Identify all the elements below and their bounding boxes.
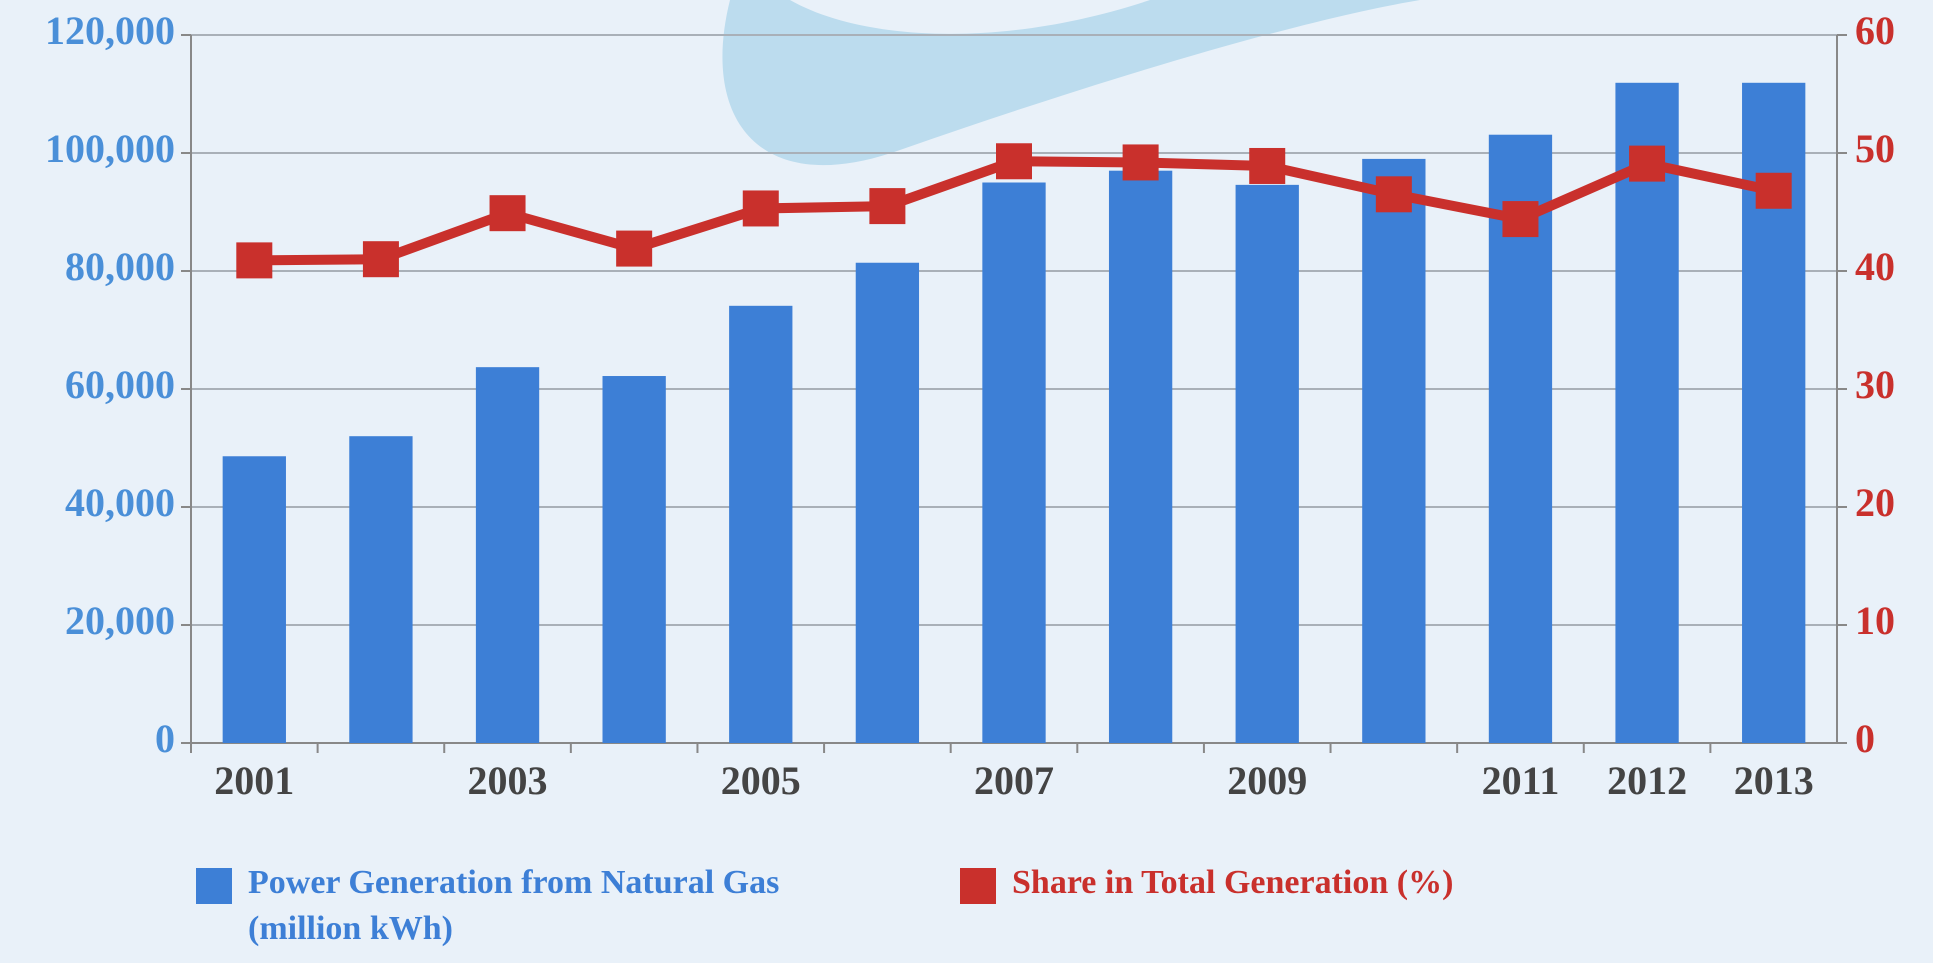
x-tick-label: 2012 bbox=[1607, 758, 1687, 803]
bar bbox=[1362, 158, 1426, 743]
y2-tick-label: 20 bbox=[1855, 480, 1895, 525]
marker bbox=[1502, 201, 1539, 238]
bar bbox=[1615, 82, 1679, 744]
marker bbox=[742, 190, 779, 227]
x-tick-label: 2005 bbox=[721, 758, 801, 803]
y2-tick-label: 10 bbox=[1855, 598, 1895, 643]
legend-key bbox=[960, 868, 996, 904]
x-tick-label: 2007 bbox=[974, 758, 1054, 803]
marker bbox=[616, 230, 653, 267]
y-tick-label: 0 bbox=[155, 716, 175, 761]
x-tick-label: 2009 bbox=[1227, 758, 1307, 803]
marker bbox=[996, 143, 1032, 180]
marker bbox=[1375, 176, 1412, 213]
bar bbox=[1235, 184, 1299, 744]
bar bbox=[729, 305, 793, 743]
y-tick-label: 120,000 bbox=[45, 8, 175, 53]
legend-key bbox=[196, 868, 232, 904]
marker bbox=[1629, 145, 1666, 182]
bar bbox=[1108, 170, 1173, 743]
marker bbox=[1755, 172, 1792, 209]
y-tick-label: 100,000 bbox=[45, 126, 175, 171]
bar bbox=[982, 182, 1046, 743]
marker bbox=[362, 241, 399, 278]
x-tick-label: 2013 bbox=[1734, 758, 1814, 803]
bar bbox=[475, 367, 540, 743]
legend-label: Power Generation from Natural Gas (milli… bbox=[248, 864, 780, 947]
y2-tick-label: 40 bbox=[1855, 244, 1895, 289]
marker bbox=[869, 188, 906, 225]
x-tick-label: 2011 bbox=[1482, 758, 1560, 803]
y2-tick-label: 30 bbox=[1855, 362, 1895, 407]
x-tick-label: 2003 bbox=[468, 758, 548, 803]
bar bbox=[602, 376, 666, 743]
y2-tick-label: 50 bbox=[1855, 126, 1895, 171]
legend-label: Share in Total Generation (%) bbox=[1012, 864, 1454, 901]
bar bbox=[349, 436, 413, 743]
bar bbox=[222, 456, 286, 743]
y-tick-label: 80,000 bbox=[65, 244, 175, 289]
y2-tick-label: 60 bbox=[1855, 8, 1895, 53]
bar bbox=[855, 262, 920, 743]
marker bbox=[236, 242, 273, 279]
y2-tick-label: 0 bbox=[1855, 716, 1875, 761]
y-tick-label: 60,000 bbox=[65, 362, 175, 407]
y-tick-label: 40,000 bbox=[65, 480, 175, 525]
marker bbox=[1249, 147, 1286, 184]
background-swoosh bbox=[722, 0, 1420, 166]
marker bbox=[489, 195, 526, 232]
marker bbox=[1122, 144, 1159, 181]
x-tick-label: 2001 bbox=[214, 758, 294, 803]
y-tick-label: 20,000 bbox=[65, 598, 175, 643]
background-swoosh-cut bbox=[790, 0, 1150, 34]
